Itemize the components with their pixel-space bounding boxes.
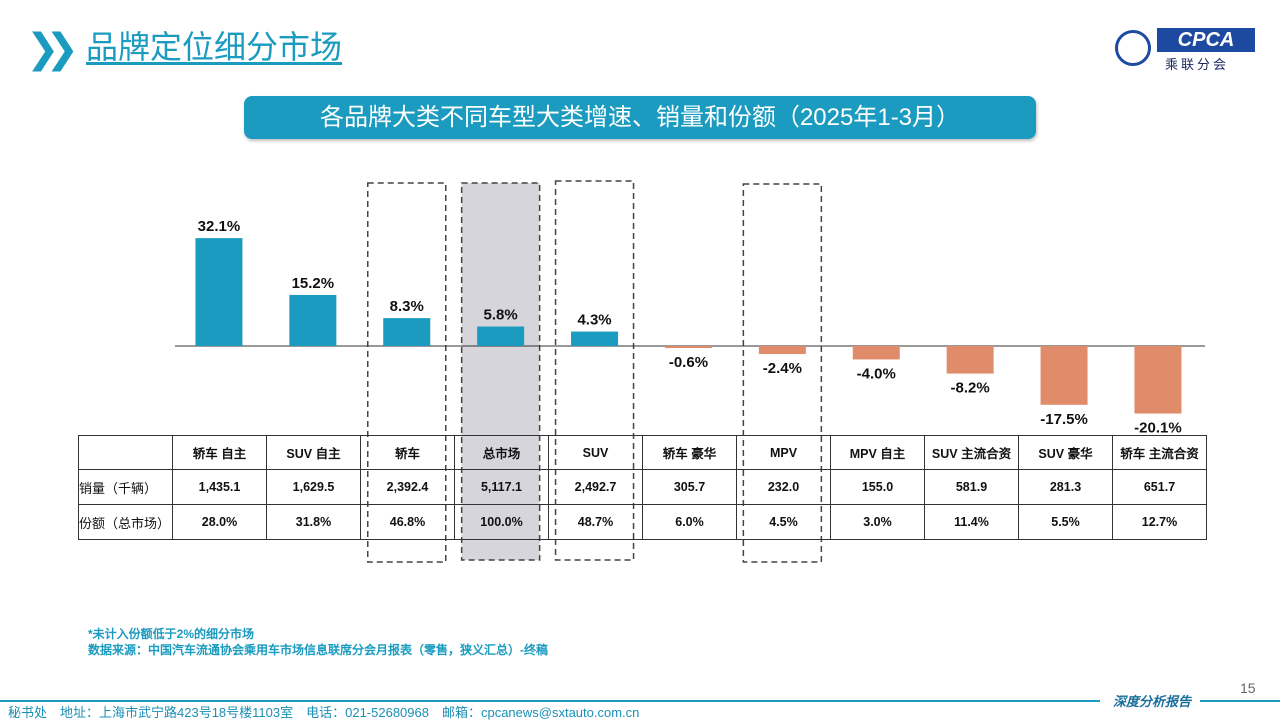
table-cell: 155.0 bbox=[830, 469, 925, 505]
bar bbox=[477, 326, 525, 346]
bar bbox=[571, 331, 619, 346]
table-cell: 5.5% bbox=[1018, 504, 1113, 540]
table-cell: 4.5% bbox=[736, 504, 831, 540]
data-label: 8.3% bbox=[390, 298, 424, 315]
bar bbox=[1134, 346, 1182, 414]
table-row: 份额（总市场） 28.0% 31.8% 46.8% 100.0% 48.7% 6.0% 4.5… bbox=[78, 504, 1207, 540]
column-header: MPV 自主 bbox=[830, 435, 925, 470]
table-cell: 305.7 bbox=[642, 469, 737, 505]
bar bbox=[383, 318, 431, 346]
column-header: 轿车 主流合资 bbox=[1112, 435, 1207, 470]
data-table: 轿车 自主 SUV 自主 轿车 总市场 SUV 轿车 豪华 MPV MPV 自主 SUV 主流合… bbox=[78, 435, 1207, 540]
row-label: 销量（千辆） bbox=[78, 469, 173, 505]
highlight-box bbox=[367, 182, 447, 563]
column-header: 轿车 豪华 bbox=[642, 435, 737, 470]
data-label: 4.3% bbox=[577, 312, 611, 329]
table-cell: 651.7 bbox=[1112, 469, 1207, 505]
data-label: 15.2% bbox=[292, 275, 335, 292]
footnote: *未计入份额低于2%的细分市场 bbox=[88, 627, 255, 641]
table-cell: 3.0% bbox=[830, 504, 925, 540]
bar bbox=[852, 346, 900, 360]
column-header: 轿车 自主 bbox=[172, 435, 267, 470]
footer-divider bbox=[0, 700, 1100, 702]
table-cell: 1,629.5 bbox=[266, 469, 361, 505]
highlight-box bbox=[554, 180, 635, 561]
report-tag: 深度分析报告 bbox=[1113, 694, 1192, 709]
table-cell: 5,117.1 bbox=[454, 469, 549, 505]
table-header-row: 轿车 自主 SUV 自主 轿车 总市场 SUV 轿车 豪华 MPV MPV 自主 SUV 主流合… bbox=[78, 435, 1207, 470]
logo-sub: 乘联分会 bbox=[1165, 57, 1230, 72]
table-cell: 100.0% bbox=[454, 504, 549, 540]
table-cell: 46.8% bbox=[360, 504, 455, 540]
corner-cell bbox=[78, 435, 173, 470]
data-label: 5.8% bbox=[484, 307, 518, 324]
table-row: 销量（千辆） 1,435.1 1,629.5 2,392.4 5,117.1 2,492.… bbox=[78, 469, 1207, 505]
table-cell: 2,392.4 bbox=[360, 469, 455, 505]
page-number: 15 bbox=[1240, 680, 1256, 696]
bar bbox=[946, 346, 994, 374]
source-note: 数据来源：中国汽车流通协会乘用车市场信息联席分会月报表（零售，狭义汇总）-终稿 bbox=[88, 643, 548, 657]
table-cell: 31.8% bbox=[266, 504, 361, 540]
data-label: -0.6% bbox=[669, 354, 708, 371]
row-label: 份额（总市场） bbox=[78, 504, 173, 540]
data-label: -20.1% bbox=[1134, 420, 1182, 437]
table-cell: 2,492.7 bbox=[548, 469, 643, 505]
cpca-logo: CPCA 乘联分会 bbox=[1115, 26, 1255, 72]
column-header: 轿车 bbox=[360, 435, 455, 470]
column-header: SUV 豪华 bbox=[1018, 435, 1113, 470]
table-cell: 48.7% bbox=[548, 504, 643, 540]
column-header: MPV bbox=[736, 435, 831, 470]
table-cell: 581.9 bbox=[924, 469, 1019, 505]
data-label: -8.2% bbox=[951, 380, 990, 397]
column-header: SUV bbox=[548, 435, 643, 470]
table-cell: 281.3 bbox=[1018, 469, 1113, 505]
bar bbox=[1040, 346, 1088, 405]
data-label: -2.4% bbox=[763, 360, 802, 377]
chart-title: 各品牌大类不同车型大类增速、销量和份额（2025年1-3月） bbox=[244, 96, 1036, 139]
footer-divider bbox=[1200, 700, 1280, 702]
table-cell: 1,435.1 bbox=[172, 469, 267, 505]
table-cell: 6.0% bbox=[642, 504, 737, 540]
column-header: SUV 主流合资 bbox=[924, 435, 1019, 470]
data-label: -17.5% bbox=[1040, 411, 1088, 428]
column-header: SUV 自主 bbox=[266, 435, 361, 470]
bar bbox=[664, 346, 712, 349]
highlight-box bbox=[742, 183, 823, 563]
bar bbox=[758, 346, 806, 355]
bar bbox=[289, 294, 337, 346]
page-title: 品牌定位细分市场 bbox=[86, 29, 343, 65]
table-cell: 28.0% bbox=[172, 504, 267, 540]
footer-address: 秘书处 地址：上海市武宁路423号18号楼1103室 电话：021-526809… bbox=[8, 705, 640, 720]
bar bbox=[195, 238, 243, 346]
data-label: 32.1% bbox=[198, 218, 241, 235]
data-label: -4.0% bbox=[857, 365, 896, 382]
column-header: 总市场 bbox=[454, 435, 549, 470]
table-cell: 11.4% bbox=[924, 504, 1019, 540]
table-cell: 232.0 bbox=[736, 469, 831, 505]
table-cell: 12.7% bbox=[1112, 504, 1207, 540]
